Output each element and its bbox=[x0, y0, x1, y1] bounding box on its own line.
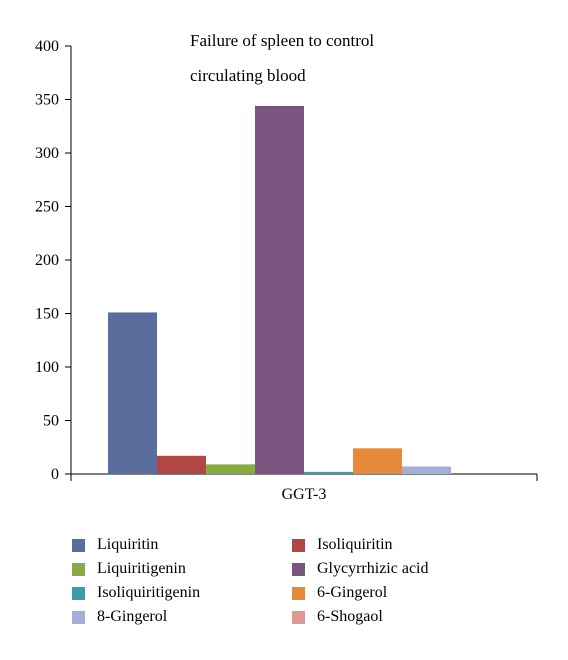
bar-8-gingerol bbox=[402, 466, 451, 474]
legend-item: Liquiritigenin bbox=[72, 558, 186, 580]
x-tick-label: GGT-3 bbox=[282, 486, 327, 503]
legend-label: Isoliquiritigenin bbox=[97, 584, 201, 601]
bar-isoliquiritigenin bbox=[304, 471, 353, 474]
legend-swatch bbox=[72, 562, 85, 576]
legend-label: 6-Gingerol bbox=[317, 584, 388, 601]
legend-swatch bbox=[292, 586, 305, 600]
legend: Liquiritin Isoliquiritin Liquiritigenin Gly… bbox=[72, 534, 532, 634]
legend-item: Glycyrrhizic acid bbox=[292, 558, 429, 580]
legend-item: 6-Gingerol bbox=[292, 582, 387, 604]
bar-isoliquiritin bbox=[157, 455, 206, 474]
legend-label: Isoliquiritin bbox=[317, 536, 393, 553]
bars bbox=[108, 105, 451, 475]
chart-title-line-1: Failure of spleen to control bbox=[190, 31, 374, 50]
y-tick-label: 0 bbox=[51, 466, 59, 483]
tick-labels: 0 50 100 150 200 250 300 350 400 GGT-3 bbox=[35, 38, 326, 503]
legend-label: 8-Gingerol bbox=[97, 608, 168, 625]
y-tick-label: 250 bbox=[35, 199, 59, 216]
y-tick-label: 100 bbox=[35, 359, 59, 376]
legend-swatch bbox=[292, 610, 305, 624]
legend-swatch bbox=[72, 538, 85, 552]
legend-swatch bbox=[72, 610, 85, 624]
y-tick-label: 150 bbox=[35, 306, 59, 323]
legend-label: 6-Shogaol bbox=[317, 608, 383, 625]
legend-swatch bbox=[292, 562, 305, 576]
bar-glycyrrhizic-acid bbox=[255, 105, 304, 475]
legend-item: Isoliquiritin bbox=[292, 534, 393, 556]
y-tick-label: 50 bbox=[43, 413, 59, 430]
legend-item: 8-Gingerol bbox=[72, 606, 167, 628]
y-tick-label: 300 bbox=[35, 145, 59, 162]
legend-label: Liquiritigenin bbox=[97, 560, 186, 577]
bar-liquiritigenin bbox=[206, 464, 255, 474]
bar-liquiritin bbox=[108, 312, 157, 474]
bar-chart: Failure of spleen to control circulating… bbox=[35, 31, 538, 503]
y-tick-label: 400 bbox=[35, 38, 59, 55]
y-tick-label: 350 bbox=[35, 92, 59, 109]
legend-swatch bbox=[292, 538, 305, 552]
legend-swatch bbox=[72, 586, 85, 600]
legend-label: Liquiritin bbox=[97, 536, 159, 553]
y-tick-label: 200 bbox=[35, 252, 59, 269]
legend-item: 6-Shogaol bbox=[292, 606, 383, 628]
legend-item: Liquiritin bbox=[72, 534, 158, 556]
chart-title-line-2: circulating blood bbox=[190, 66, 306, 85]
bar-6-gingerol bbox=[353, 448, 402, 474]
legend-item: Isoliquiritigenin bbox=[72, 582, 200, 604]
legend-label: Glycyrrhizic acid bbox=[317, 560, 429, 577]
